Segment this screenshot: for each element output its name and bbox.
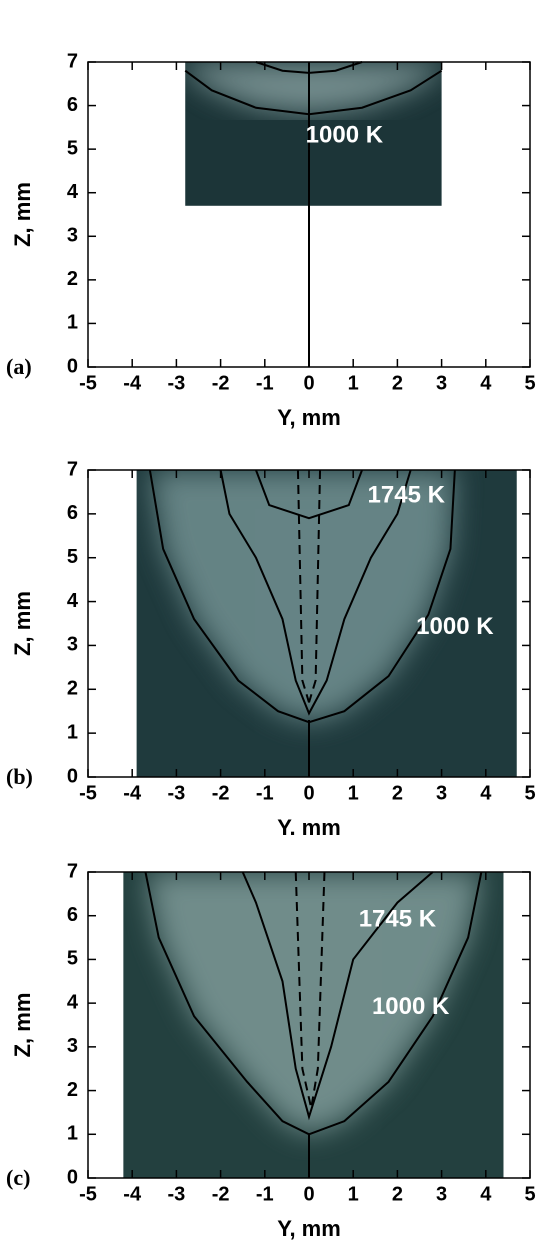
- panel-label: (b): [6, 764, 33, 789]
- x-tick-label: -4: [123, 1183, 142, 1205]
- annotation: 1745 K: [359, 905, 437, 932]
- y-tick-label: 1: [67, 721, 78, 743]
- x-tick-label: -5: [79, 782, 97, 804]
- x-tick-label: -3: [168, 782, 186, 804]
- panel-label: (a): [6, 354, 32, 379]
- y-tick-label: 3: [67, 634, 78, 656]
- x-axis-label: Y. mm: [277, 815, 341, 840]
- annotation: 1000 K: [372, 993, 450, 1020]
- y-tick-label: 4: [67, 590, 79, 612]
- y-axis-label: Z, mm: [10, 993, 35, 1058]
- x-tick-label: 4: [480, 1183, 492, 1205]
- panel: -5 -4 -3 -2 -1 0 1 2 3 4 5 0 1 2 3 4 5 6 7 1745 K 1000 K Y. m…: [6, 458, 536, 840]
- x-tick-label: 2: [392, 1183, 403, 1205]
- panel-label: (c): [6, 1165, 30, 1190]
- x-tick-label: 0: [303, 1183, 314, 1205]
- x-tick-label: 2: [392, 782, 403, 804]
- x-tick-label: -5: [79, 1183, 97, 1205]
- y-tick-label: 1: [67, 1123, 78, 1145]
- x-tick-label: -2: [212, 782, 230, 804]
- y-tick-label: 3: [67, 225, 78, 247]
- y-tick-label: 2: [67, 268, 78, 290]
- y-tick-label: 0: [67, 1166, 78, 1188]
- y-tick-label: 5: [67, 546, 78, 568]
- x-tick-label: 4: [480, 372, 492, 394]
- x-tick-label: 5: [524, 782, 535, 804]
- x-tick-label: -2: [212, 1183, 230, 1205]
- y-tick-label: 5: [67, 137, 78, 159]
- x-tick-label: 3: [436, 372, 447, 394]
- y-tick-label: 3: [67, 1035, 78, 1057]
- annotation: 1000 K: [306, 121, 384, 148]
- x-tick-label: -3: [168, 1183, 186, 1205]
- x-axis-label: Y, mm: [277, 405, 341, 430]
- x-tick-label: -4: [123, 782, 142, 804]
- y-tick-label: 6: [67, 94, 78, 116]
- figure: -5 -4 -3 -2 -1 0 1 2 3 4 5 0 1 2 3 4 5 6 7 1000 K Y, mm Z, mm…: [0, 0, 541, 1254]
- y-tick-label: 1: [67, 312, 78, 334]
- x-tick-label: 3: [436, 782, 447, 804]
- x-tick-label: 4: [480, 782, 492, 804]
- panel: -5 -4 -3 -2 -1 0 1 2 3 4 5 0 1 2 3 4 5 6 7 1000 K Y, mm Z, mm…: [6, 50, 536, 430]
- x-tick-label: -3: [168, 372, 186, 394]
- x-tick-label: 2: [392, 372, 403, 394]
- x-tick-label: -4: [123, 372, 142, 394]
- y-tick-label: 7: [67, 50, 78, 72]
- y-tick-label: 6: [67, 904, 78, 926]
- y-tick-label: 2: [67, 678, 78, 700]
- x-tick-label: 1: [348, 1183, 359, 1205]
- annotation: 1745 K: [368, 482, 446, 509]
- y-tick-label: 0: [67, 355, 78, 377]
- x-tick-label: -1: [256, 1183, 274, 1205]
- y-tick-label: 4: [67, 991, 79, 1013]
- y-tick-label: 6: [67, 502, 78, 524]
- y-tick-label: 2: [67, 1079, 78, 1101]
- y-tick-label: 4: [67, 181, 79, 203]
- x-tick-label: 5: [524, 372, 535, 394]
- x-tick-label: 0: [303, 372, 314, 394]
- x-axis-label: Y, mm: [277, 1216, 341, 1241]
- x-tick-label: 1: [348, 372, 359, 394]
- x-tick-label: -1: [256, 372, 274, 394]
- y-axis-label: Z, mm: [10, 182, 35, 247]
- y-tick-label: 7: [67, 860, 78, 882]
- y-tick-label: 7: [67, 458, 78, 480]
- y-tick-label: 5: [67, 948, 78, 970]
- x-tick-label: -1: [256, 782, 274, 804]
- y-axis-label: Z, mm: [10, 591, 35, 656]
- x-tick-label: 5: [524, 1183, 535, 1205]
- x-tick-label: 0: [303, 782, 314, 804]
- x-tick-label: 3: [436, 1183, 447, 1205]
- annotation: 1000 K: [416, 613, 494, 640]
- y-tick-label: 0: [67, 765, 78, 787]
- panel: -5 -4 -3 -2 -1 0 1 2 3 4 5 0 1 2 3 4 5 6 7 1745 K 1000 K Y, m…: [6, 860, 536, 1241]
- x-tick-label: 1: [348, 782, 359, 804]
- x-tick-label: -2: [212, 372, 230, 394]
- x-tick-label: -5: [79, 372, 97, 394]
